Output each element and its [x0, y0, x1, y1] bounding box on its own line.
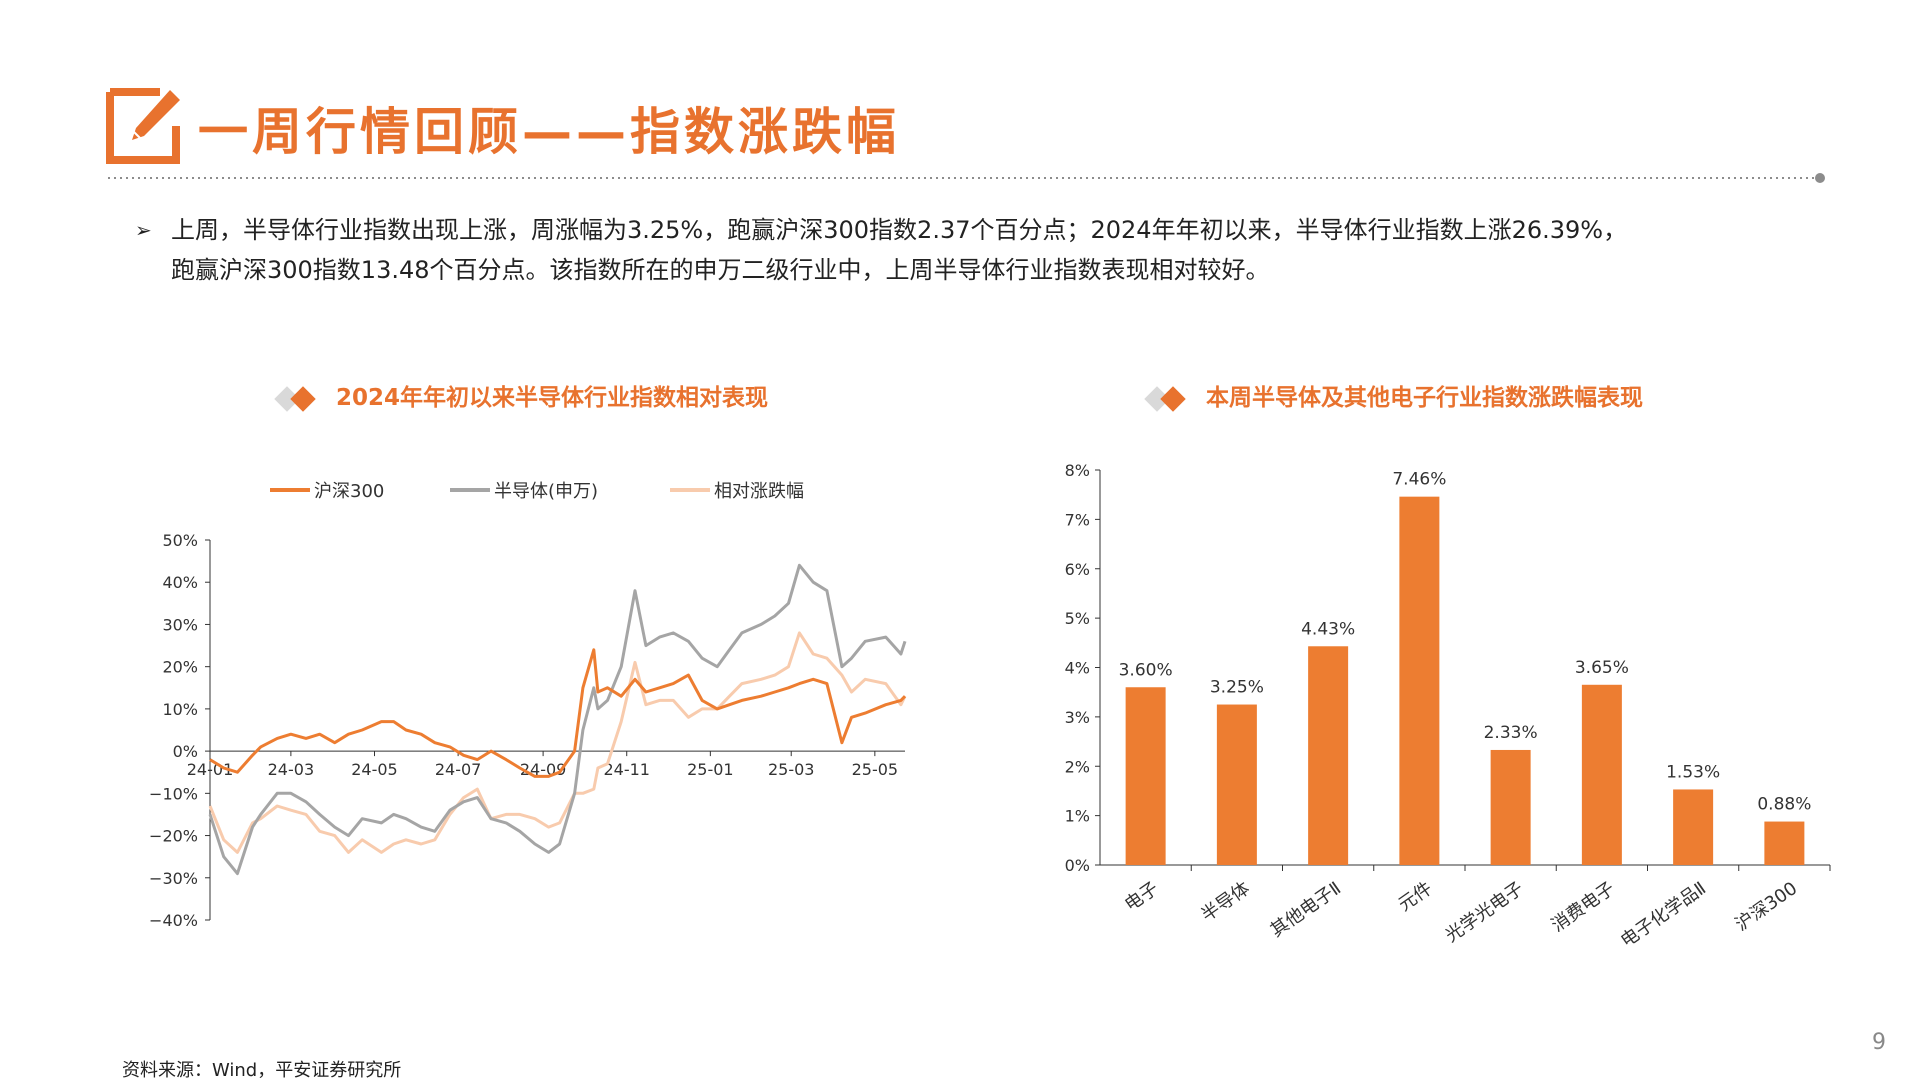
- bar-value-label: 0.88%: [1757, 795, 1811, 815]
- bar: [1308, 646, 1349, 865]
- legend-label: 沪深300: [314, 481, 384, 502]
- category-label: 半导体: [1197, 878, 1253, 926]
- bar: [1399, 496, 1440, 865]
- bar: [1764, 821, 1805, 865]
- y-tick-label: 20%: [162, 658, 198, 677]
- page-number: 9: [1872, 1030, 1886, 1055]
- y-tick-label: 40%: [162, 573, 198, 592]
- y-tick-label: −20%: [149, 827, 198, 846]
- header-divider: [108, 173, 1825, 183]
- y-tick-label: 8%: [1065, 461, 1090, 480]
- y-tick-label: 7%: [1065, 510, 1090, 529]
- y-tick-label: 0%: [1065, 856, 1090, 875]
- page-title: 一周行情回顾——指数涨跌幅: [198, 103, 900, 161]
- bar: [1125, 687, 1166, 865]
- line-chart-series: [208, 563, 907, 876]
- bar: [1581, 684, 1622, 865]
- legend-label: 相对涨跌幅: [714, 481, 804, 502]
- category-label: 元件: [1395, 878, 1437, 916]
- summary-text: ➢ 上周，半导体行业指数出现上涨，周涨幅为3.25%，跑赢沪深300指数2.37…: [135, 210, 1835, 290]
- x-tick-label: 25-05: [852, 760, 899, 779]
- x-tick-label: 24-11: [603, 760, 650, 779]
- x-tick-label: 24-05: [351, 760, 398, 779]
- legend-label: 半导体(申万): [494, 481, 598, 502]
- y-tick-label: −40%: [149, 911, 198, 930]
- y-tick-label: 3%: [1065, 708, 1090, 727]
- y-tick-label: −10%: [149, 784, 198, 803]
- bar-value-label: 3.65%: [1575, 658, 1629, 678]
- summary-line-1: 上周，半导体行业指数出现上涨，周涨幅为3.25%，跑赢沪深300指数2.37个百…: [171, 216, 1628, 244]
- bar-chart-axes: 8% 7% 6% 5% 4% 3% 2% 1% 0% 电子 半导体 其他电子Ⅱ 元件 光学光电子 消费电子电…: [1065, 461, 1831, 952]
- category-label: 电子: [1121, 878, 1163, 916]
- bar: [1490, 749, 1531, 865]
- right-chart-title: 本周半导体及其他电子行业指数涨跌幅表现: [1142, 378, 1643, 414]
- x-tick-label: 25-03: [768, 760, 815, 779]
- y-tick-label: 5%: [1065, 609, 1090, 628]
- y-tick-label: 0%: [173, 742, 198, 761]
- x-tick-label: 24-01: [187, 760, 234, 779]
- line-chart-axes: 50% 40% 30% 20% 10% 0% −10% −20% −30% −40% 24-01 24…: [149, 531, 905, 930]
- y-tick-label: 4%: [1065, 659, 1090, 678]
- left-chart-title: 2024年年初以来半导体行业指数相对表现: [272, 378, 768, 414]
- bar: [1216, 704, 1257, 865]
- diamond-marker-icon: [274, 385, 316, 412]
- series-line-semiconductor: [208, 563, 907, 876]
- x-tick-label: 25-01: [687, 760, 734, 779]
- line-chart: 沪深300 半导体(申万) 相对涨跌幅 50% 40% 30% 20% 10% 0% −10% −…: [149, 481, 907, 930]
- line-chart-legend: 沪深300 半导体(申万) 相对涨跌幅: [270, 481, 804, 502]
- x-tick-label: 24-07: [435, 760, 482, 779]
- source-note: 资料来源：Wind，平安证券研究所: [122, 1060, 402, 1081]
- x-tick-label: 24-03: [268, 760, 315, 779]
- category-label: 电子化学品Ⅱ: [1617, 878, 1710, 952]
- y-tick-label: 1%: [1065, 807, 1090, 826]
- bar-value-label: 3.60%: [1119, 660, 1173, 680]
- y-tick-label: 50%: [162, 531, 198, 550]
- y-tick-label: 2%: [1065, 757, 1090, 776]
- bar-chart: 8% 7% 6% 5% 4% 3% 2% 1% 0% 电子 半导体 其他电子Ⅱ 元件 光学光电子 消费电子电…: [1065, 461, 1831, 952]
- y-tick-label: 6%: [1065, 560, 1090, 579]
- bar-value-label: 7.46%: [1392, 470, 1446, 490]
- left-chart-title-text: 2024年年初以来半导体行业指数相对表现: [336, 385, 769, 411]
- series-line-relative: [208, 631, 907, 854]
- category-label: 沪深300: [1732, 878, 1802, 936]
- summary-line-2: 跑赢沪深300指数13.48个百分点。该指数所在的申万二级行业中，上周半导体行业…: [171, 256, 1270, 284]
- bar-value-label: 3.25%: [1210, 678, 1264, 698]
- bar-value-label: 4.43%: [1301, 619, 1355, 639]
- category-label: 光学光电子: [1442, 878, 1528, 947]
- bar: [1673, 789, 1714, 865]
- y-tick-label: 30%: [162, 615, 198, 634]
- right-chart-title-text: 本周半导体及其他电子行业指数涨跌幅表现: [1206, 385, 1643, 411]
- y-tick-label: −30%: [149, 869, 198, 888]
- edit-pencil-icon: [106, 88, 180, 164]
- bar-value-label: 2.33%: [1484, 723, 1538, 743]
- bullet-arrow-icon: ➢: [135, 218, 152, 242]
- bar-chart-bars: 3.60% 3.25% 4.43% 7.46% 2.33% 3.65% 1.53% 0.88%: [1119, 470, 1811, 865]
- category-label: 消费电子: [1548, 878, 1619, 936]
- diamond-marker-icon: [1144, 385, 1186, 412]
- bar-value-label: 1.53%: [1666, 762, 1720, 782]
- y-tick-label: 10%: [162, 700, 198, 719]
- series-line-hs300: [209, 648, 907, 778]
- category-label: 其他电子Ⅱ: [1267, 878, 1345, 942]
